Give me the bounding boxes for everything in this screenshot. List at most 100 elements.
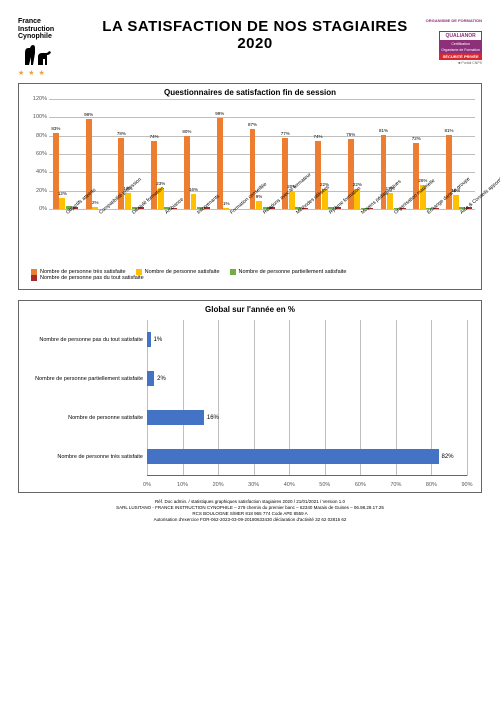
chart1-bar-value: 16% [188,187,200,192]
chart1-category-label: Echange dans le groupe [409,209,442,265]
chart1-bar-value: 80% [181,129,193,134]
chart2-xtick: 30% [248,482,259,488]
chart1-title: Questionnaires de satisfaction fin de se… [19,84,481,99]
chart2-xtick: 0% [143,482,151,488]
chart2-bar-value: 1% [151,337,163,343]
chart2-row: Nombre de personne pas du tout satisfait… [147,320,467,359]
chart1-bar: 16% [191,194,197,209]
chart2-bar [147,371,154,387]
chart2-xtick: 80% [426,482,437,488]
chart1-category-label: Méthodes utilisées [278,209,311,265]
chart1-bar-value: 12% [57,191,69,196]
legend-swatch [31,275,37,281]
chart2-bar [147,410,204,426]
chart2-row-label: Nombre de personne satisfaite [29,415,147,421]
legend-label: Nombre de personne partiellement satisfa… [239,269,347,275]
page-title-line2: 2020 [88,35,422,52]
chart1-bar-value: 98% [83,112,95,117]
stars-icon: ★ ★ ★ [18,69,88,77]
chart1-bar-value: 99% [214,111,226,116]
chart1-bar-value: 77% [279,131,291,136]
chart1-bar: 12% [59,198,65,209]
chart1-category-label: Déroulé formation [115,209,148,265]
logo-right: ORGANISME DE FORMATION QUALIANOR Certifi… [422,18,482,65]
chart2-bar-value: 16% [204,415,219,421]
chart1-ytick: 40% [27,169,47,175]
chart1-bar: 80% [184,136,190,209]
page-title-line1: LA SATISFACTION DE NOS STAGIAIRES [88,18,422,35]
footer-l4: Autorisation d'exercice FOR-062-2023-03-… [18,517,482,523]
chart1-box: Questionnaires de satisfaction fin de se… [18,83,482,290]
chart2-plot: 0%10%20%30%40%50%60%70%80%90%Nombre de p… [147,320,467,488]
chart1-categories: Objectifs atteintsCompatibilité professi… [49,209,475,265]
chart1-category-label: Aide & Conseils apportés [442,209,475,265]
chart1-legend: Nombre de personne très satisfaiteNombre… [25,265,475,285]
legend-label: Nombre de personne satisfaite [145,269,220,275]
chart1-bar-value: 87% [247,122,259,127]
chart2-xtick: 50% [319,482,330,488]
chart2-bar [147,449,439,465]
chart2-row-label: Nombre de personne très satisfaite [29,454,147,460]
chart1-category-label: Formation conseillée [213,209,246,265]
org-tag: ORGANISME DE FORMATION [422,18,482,23]
title-block: LA SATISFACTION DE NOS STAGIAIRES 2020 [88,18,422,52]
chart1-bar-value: 72% [410,136,422,141]
chart1-bar: 9% [256,201,262,209]
chart1-ytick: 0% [27,206,47,212]
chart1-bar-value: 74% [148,134,160,139]
chart1-group: 80%16% [180,99,213,209]
chart1-legend-item: Nombre de personne pas du tout satisfait… [31,275,144,281]
chart1-bar-value: 78% [116,131,128,136]
chart1-bar: 83% [53,133,59,209]
legend-swatch [230,269,236,275]
chart2-title: Global sur l'année en % [19,301,481,316]
chart1-ytick: 20% [27,188,47,194]
chart2-row: Nombre de personne satisfaite16% [147,398,467,437]
legend-label: Nombre de personne pas du tout satisfait… [40,275,144,281]
chart2-xtick: 70% [390,482,401,488]
chart1-category-label: Organisation matérielle [377,209,410,265]
chart1-category-label: Relations avec le formateur [246,209,279,265]
qualianor-top: QUALIANOR [439,31,482,41]
chart2-xtick: 40% [284,482,295,488]
chart1-group: 83%12% [49,99,82,209]
chart2-bar-value: 82% [439,454,454,460]
chart1-ytick: 120% [27,96,47,102]
brand-line: France [18,18,41,25]
chart2-gridline [467,320,468,476]
chart2-row: Nombre de personne très satisfaite82% [147,437,467,476]
dog-handler-silhouette-icon [18,43,52,65]
chart1-category-label: Compatibilité profession [82,209,115,265]
chart2-row-label: Nombre de personne partiellement satisfa… [29,376,147,382]
chart2-xtick: 60% [355,482,366,488]
chart2-box: Global sur l'année en % 0% 10% 20% 30% 40% 50… [18,300,482,493]
chart1-ytick: 80% [27,133,47,139]
chart1-bar-value: 81% [378,128,390,133]
qualianor-bot: SÉCURITÉ PRIVÉE [439,53,482,60]
chart1-bar-value: 83% [50,126,62,131]
chart1-bar-value: 74% [312,134,324,139]
chart1-bar: 17% [387,193,393,209]
chart1-category-label: Rythme formation [311,209,344,265]
chart1-category-label: Intervenants [180,209,213,265]
chart2-row: Nombre de personne partiellement satisfa… [147,359,467,398]
chart2-xtick: 90% [461,482,472,488]
chart1-ytick: 100% [27,114,47,120]
chart1-bar-value: 81% [443,128,455,133]
chart1-category-label: Moyens pédagogiques [344,209,377,265]
chart1-bar-value: 2% [89,200,101,205]
chart1-plot: 0%20%40%60%80%100%120%83%12%98%2%78%18%7… [49,99,475,209]
chart2-bar-value: 2% [154,376,166,382]
chart1-category-label: Ambiance [147,209,180,265]
logo-left: France Instruction Cynophile ★ ★ ★ [18,18,88,77]
brand-line: Instruction [18,26,54,33]
chart2-xtick: 20% [213,482,224,488]
chart1-legend-item: Nombre de personne satisfaite [136,269,220,275]
qualianor-note: ■ Portail CNPS [422,61,482,65]
footer: Réf. Doc admin. / statistiques graphique… [18,499,482,522]
chart2-xtick: 10% [177,482,188,488]
brand-line: Cynophile [18,33,52,40]
chart1-category-label: Objectifs atteints [49,209,82,265]
chart1-bar-value: 76% [345,132,357,137]
qualianor-badge: QUALIANOR Certification Organisme de For… [439,31,482,60]
